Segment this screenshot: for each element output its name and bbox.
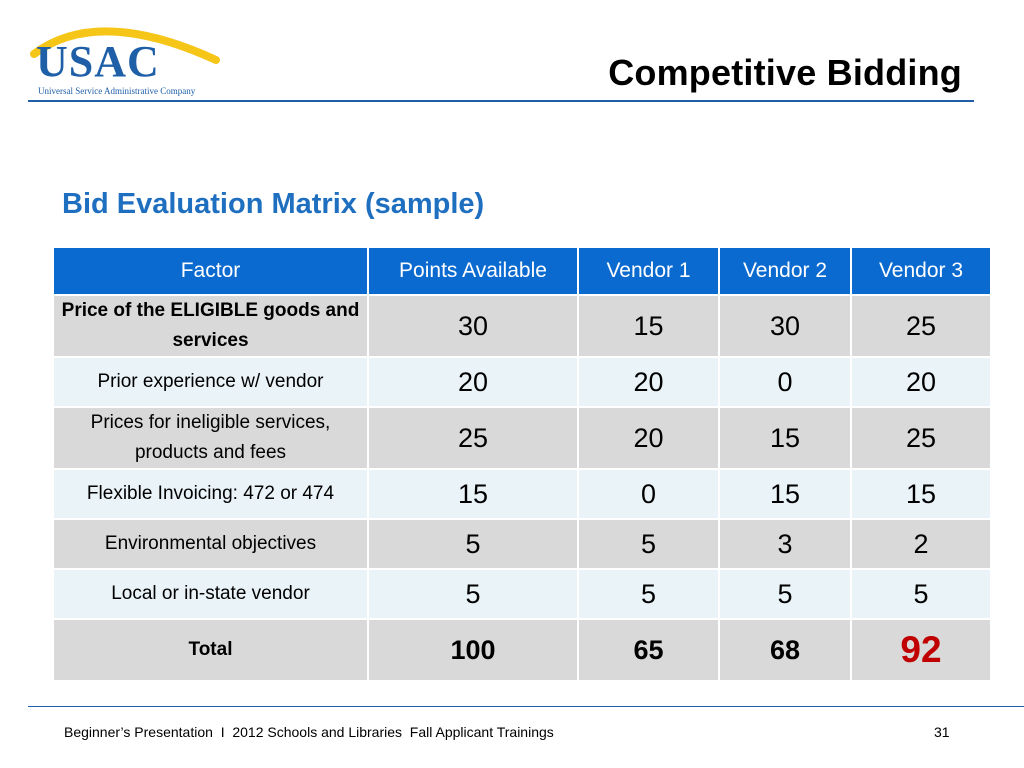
vendor-2-cell: 15 xyxy=(718,406,852,470)
points-cell: 15 xyxy=(367,468,579,520)
total-label: Total xyxy=(52,618,369,682)
vendor-3-cell: 25 xyxy=(850,406,992,470)
points-cell: 25 xyxy=(367,406,579,470)
vendor-1-cell: 20 xyxy=(577,356,720,408)
vendor-2-cell: 15 xyxy=(718,468,852,520)
vendor-2-cell: 0 xyxy=(718,356,852,408)
factor-cell: Environmental objectives xyxy=(52,518,369,570)
total-points: 100 xyxy=(367,618,579,682)
table-row: Prior experience w/ vendor 20 20 0 20 xyxy=(52,356,992,408)
logo-arc-icon xyxy=(30,27,220,64)
footer-text: Beginner’s Presentation I 2012 Schools a… xyxy=(64,724,554,740)
total-vendor-1: 65 xyxy=(577,618,720,682)
section-heading: Bid Evaluation Matrix (sample) xyxy=(62,188,485,220)
vendor-1-cell: 5 xyxy=(577,518,720,570)
vendor-1-cell: 15 xyxy=(577,294,720,358)
table-row: Flexible Invoicing: 472 or 474 15 0 15 1… xyxy=(52,468,992,520)
factor-cell: Flexible Invoicing: 472 or 474 xyxy=(52,468,369,520)
factor-cell: Local or in-state vendor xyxy=(52,568,369,620)
vendor-2-cell: 3 xyxy=(718,518,852,570)
vendor-2-cell: 5 xyxy=(718,568,852,620)
vendor-2-cell: 30 xyxy=(718,294,852,358)
factor-cell: Prices for ineligible services, products… xyxy=(52,406,369,470)
title-divider xyxy=(28,100,974,102)
total-vendor-3: 92 xyxy=(850,618,992,682)
vendor-3-cell: 2 xyxy=(850,518,992,570)
slide-title: Competitive Bidding xyxy=(608,52,962,93)
factor-cell: Price of the ELIGIBLE goods and services xyxy=(52,294,369,358)
vendor-1-cell: 5 xyxy=(577,568,720,620)
page-number: 31 xyxy=(934,724,950,740)
table-header-row: Factor Points Available Vendor 1 Vendor … xyxy=(52,246,992,296)
logo-subtitle: Universal Service Administrative Company xyxy=(38,86,196,96)
vendor-3-cell: 5 xyxy=(850,568,992,620)
table-row: Local or in-state vendor 5 5 5 5 xyxy=(52,568,992,620)
points-cell: 5 xyxy=(367,518,579,570)
header-vendor-3: Vendor 3 xyxy=(850,246,992,296)
usac-logo: USAC Universal Service Administrative Co… xyxy=(28,14,228,96)
points-cell: 5 xyxy=(367,568,579,620)
table-row: Prices for ineligible services, products… xyxy=(52,406,992,470)
points-cell: 20 xyxy=(367,356,579,408)
header-factor: Factor xyxy=(52,246,369,296)
points-cell: 30 xyxy=(367,294,579,358)
bid-evaluation-table: Factor Points Available Vendor 1 Vendor … xyxy=(52,246,992,682)
vendor-3-cell: 25 xyxy=(850,294,992,358)
header-vendor-2: Vendor 2 xyxy=(718,246,852,296)
factor-cell: Prior experience w/ vendor xyxy=(52,356,369,408)
footer-divider xyxy=(28,706,1024,707)
vendor-1-cell: 0 xyxy=(577,468,720,520)
logo-wordmark: USAC xyxy=(36,37,160,86)
vendor-3-cell: 15 xyxy=(850,468,992,520)
table-row: Price of the ELIGIBLE goods and services… xyxy=(52,294,992,358)
header-points-available: Points Available xyxy=(367,246,579,296)
vendor-1-cell: 20 xyxy=(577,406,720,470)
header-vendor-1: Vendor 1 xyxy=(577,246,720,296)
table-row: Environmental objectives 5 5 3 2 xyxy=(52,518,992,570)
vendor-3-cell: 20 xyxy=(850,356,992,408)
total-vendor-2: 68 xyxy=(718,618,852,682)
total-row: Total 100 65 68 92 xyxy=(52,618,992,682)
